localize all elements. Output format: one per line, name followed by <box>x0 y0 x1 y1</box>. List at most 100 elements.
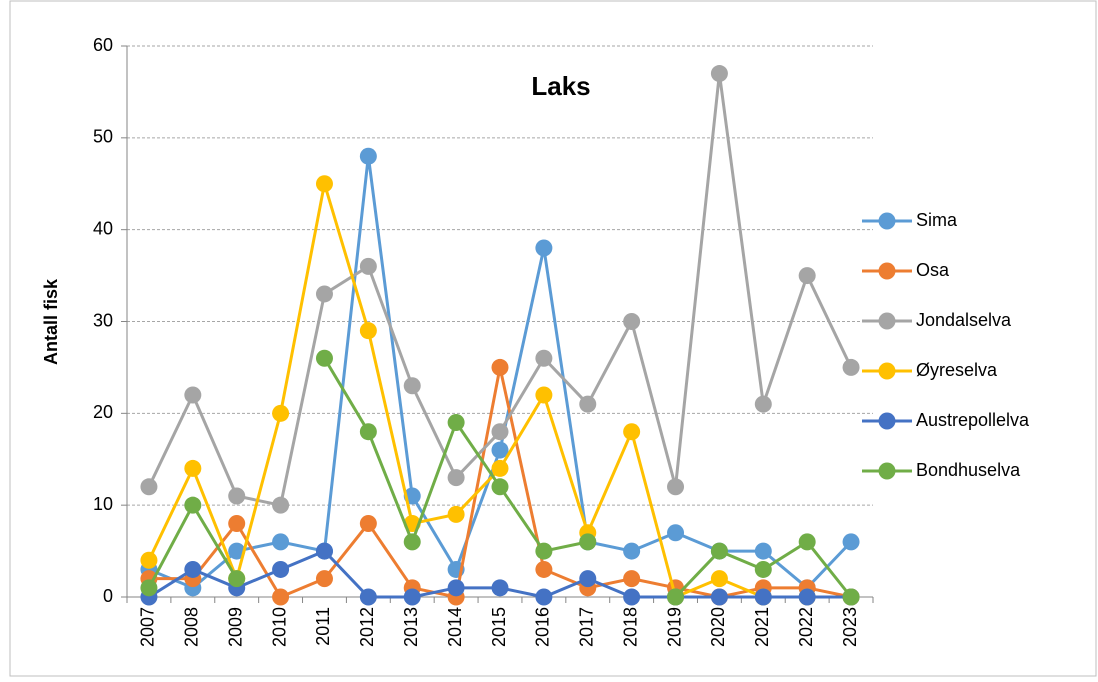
data-point <box>228 542 246 560</box>
y-tick-label: 10 <box>93 494 113 514</box>
y-tick-label: 50 <box>93 127 113 147</box>
data-point <box>403 377 421 395</box>
x-tick-label: 2021 <box>752 607 772 647</box>
data-point <box>359 257 377 275</box>
data-point <box>623 313 641 330</box>
data-point <box>710 65 728 83</box>
data-point <box>842 358 860 376</box>
y-tick-label: 30 <box>93 310 113 330</box>
data-point <box>447 469 465 487</box>
data-point <box>667 588 685 606</box>
data-point <box>184 496 202 514</box>
data-point <box>359 588 377 606</box>
data-point <box>667 478 685 496</box>
data-point <box>535 560 553 578</box>
data-point <box>315 570 333 588</box>
data-point <box>623 570 641 588</box>
data-point <box>710 542 728 560</box>
data-point <box>359 515 377 533</box>
data-point <box>623 542 641 560</box>
data-point <box>315 349 333 367</box>
data-point <box>447 579 465 597</box>
legend-label: Sima <box>916 210 958 230</box>
data-point <box>491 358 509 376</box>
y-tick-label: 20 <box>93 402 113 422</box>
legend-label: Bondhuselva <box>916 460 1021 480</box>
chart-title: Laks <box>531 71 590 101</box>
x-tick-label: 2015 <box>489 607 509 647</box>
x-tick-label: 2017 <box>577 607 597 647</box>
data-point <box>272 496 290 514</box>
data-point <box>535 542 553 560</box>
legend-marker <box>878 362 896 380</box>
legend-label: Osa <box>916 260 950 280</box>
data-point <box>315 175 333 193</box>
legend-marker <box>878 212 896 230</box>
data-point <box>140 551 158 569</box>
data-point <box>447 414 465 432</box>
data-point <box>798 533 816 551</box>
data-point <box>272 404 290 422</box>
legend-label: Austrepollelva <box>916 410 1030 430</box>
data-point <box>491 441 509 459</box>
data-point <box>359 423 377 441</box>
data-point <box>272 588 290 606</box>
legend-marker <box>878 462 896 480</box>
data-point <box>710 570 728 588</box>
legend-label: Jondalselva <box>916 310 1012 330</box>
legend-label: Øyreselva <box>916 360 998 380</box>
x-tick-label: 2014 <box>445 607 465 647</box>
data-point <box>754 560 772 578</box>
legend-marker <box>878 312 896 330</box>
data-point <box>315 285 333 303</box>
data-point <box>754 588 772 606</box>
x-tick-label: 2023 <box>840 607 860 647</box>
x-tick-label: 2013 <box>401 607 421 647</box>
legend-marker <box>878 262 896 280</box>
x-tick-label: 2020 <box>708 607 728 647</box>
data-point <box>535 349 553 367</box>
data-point <box>667 524 685 542</box>
data-point <box>710 588 728 606</box>
x-tick-label: 2018 <box>620 607 640 647</box>
data-point <box>491 579 509 597</box>
data-point <box>184 459 202 477</box>
data-point <box>315 542 333 560</box>
data-point <box>228 570 246 588</box>
data-point <box>842 533 860 551</box>
data-point <box>184 386 202 404</box>
data-point <box>798 588 816 606</box>
data-point <box>579 570 597 588</box>
data-point <box>403 533 421 551</box>
data-point <box>491 423 509 441</box>
x-tick-label: 2016 <box>533 607 553 647</box>
data-point <box>140 579 158 597</box>
data-point <box>272 533 290 551</box>
x-tick-label: 2011 <box>313 607 333 646</box>
data-point <box>623 423 641 441</box>
data-point <box>842 588 860 606</box>
data-point <box>359 147 377 165</box>
data-point <box>140 478 158 496</box>
data-point <box>403 588 421 606</box>
data-point <box>535 239 553 257</box>
data-point <box>535 386 553 404</box>
x-tick-label: 2012 <box>357 607 377 647</box>
data-point <box>754 395 772 413</box>
x-tick-label: 2008 <box>182 607 202 647</box>
data-point <box>535 588 553 606</box>
x-tick-label: 2009 <box>225 607 245 647</box>
data-point <box>447 505 465 523</box>
data-point <box>184 560 202 578</box>
data-point <box>491 478 509 496</box>
data-point <box>623 588 641 606</box>
x-tick-label: 2019 <box>664 607 684 647</box>
y-axis-label: Antall fisk <box>41 278 61 365</box>
data-point <box>228 515 246 533</box>
y-tick-label: 60 <box>93 35 113 55</box>
data-point <box>491 459 509 477</box>
data-point <box>228 487 246 505</box>
data-point <box>579 395 597 413</box>
x-tick-label: 2010 <box>269 607 289 647</box>
